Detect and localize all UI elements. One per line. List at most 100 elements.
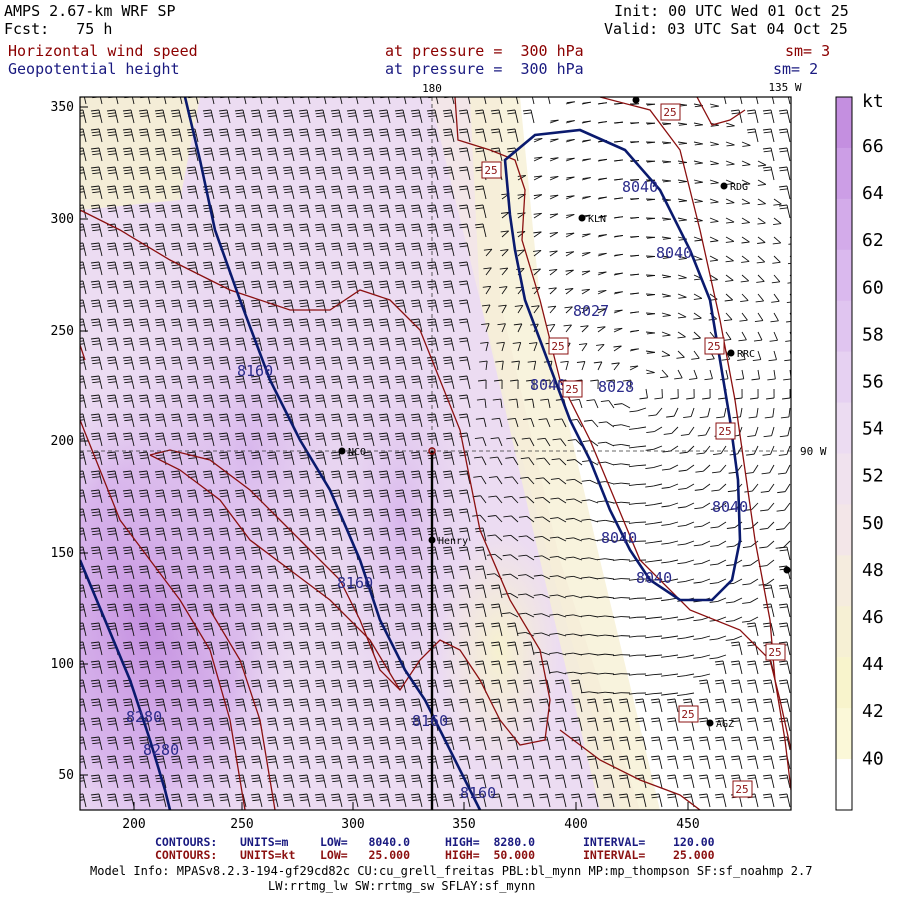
wind-barb-1472 [586, 698, 599, 713]
wind-barb-347 [597, 234, 607, 238]
wind-barb-668 [689, 369, 698, 380]
wind-barb-661 [576, 361, 586, 371]
wind-barb-865 [234, 451, 247, 466]
colorbar-label-44: 44 [862, 654, 884, 675]
wind-barb-1481 [730, 698, 743, 713]
wind-barb-153 [362, 147, 375, 162]
wind-barb-254 [549, 194, 559, 200]
wind-barb-1214 [778, 584, 791, 599]
wind-barb-1521 [650, 717, 663, 732]
wind-barb-1357 [186, 660, 199, 675]
wind-barb-249 [458, 185, 471, 200]
wind-barb-1341 [644, 654, 663, 658]
wind-barb-1037 [106, 527, 119, 542]
wind-barb-1321 [330, 641, 343, 656]
wind-barb-1405 [234, 679, 247, 694]
wind-barb-1339 [612, 654, 631, 657]
wind-barb-436 [581, 270, 591, 276]
wind-barb-1505 [394, 717, 407, 732]
wind-barb-721 [90, 394, 103, 409]
wind-barb-813 [122, 432, 135, 447]
height-label-4: 8040 [530, 376, 566, 394]
wind-barb-89 [778, 109, 791, 124]
wind-barb-1410 [314, 679, 327, 694]
wind-barb-480 [565, 288, 574, 295]
wind-barb-51 [170, 109, 183, 124]
wind-barb-1383 [596, 672, 615, 675]
wind-barb-130 [725, 141, 735, 147]
wind-barb-929 [535, 477, 551, 485]
wind-barb-1290 [549, 632, 567, 637]
wind-barb-894 [695, 464, 711, 473]
wind-barb-1023 [597, 519, 615, 523]
wind-barb-704 [542, 379, 551, 390]
wind-barb-362 [106, 242, 119, 257]
wind-barb-150 [314, 147, 327, 162]
wind-barb-1030 [710, 521, 727, 529]
wind-barb-1143 [362, 565, 375, 580]
wind-barb-1071 [645, 540, 663, 544]
wind-barb-274 [138, 204, 151, 219]
wind-barb-288 [362, 204, 375, 219]
wind-barb-926 [488, 476, 503, 485]
wind-barb-1344 [693, 654, 711, 659]
wind-barb-1264 [138, 622, 151, 637]
wind-barb-1516 [570, 717, 583, 732]
wind-barb-323 [202, 223, 215, 238]
wind-barb-1471 [570, 698, 583, 713]
wind-barb-268 [773, 198, 782, 206]
wind-barb-170 [645, 160, 656, 163]
wind-barb-1173 [122, 584, 135, 599]
wind-barb-779 [298, 413, 311, 428]
wind-barb-1273 [282, 622, 295, 637]
wind-barb-739 [378, 394, 391, 409]
wind-barb-189 [218, 166, 231, 181]
smoothing-wind: sm= 3 [785, 42, 831, 60]
wind-barb-798 [598, 421, 615, 428]
wind-barb-175 [725, 160, 735, 166]
wind-barb-1225 [234, 603, 247, 618]
wind-barb-1131 [170, 565, 183, 580]
wind-barb-1449 [218, 698, 231, 713]
wind-barb-807 [747, 426, 759, 438]
wind-barb-410 [154, 261, 167, 276]
wind-barb-1384 [612, 673, 631, 676]
wind-barb-289 [378, 204, 391, 219]
wind-barb-305 [645, 217, 656, 220]
wind-barb-70 [474, 109, 487, 124]
wind-barb-1018 [518, 515, 535, 523]
x-tick-350: 350 [452, 817, 475, 832]
wind-barb-1065 [549, 536, 567, 542]
wind-barb-906 [170, 470, 183, 485]
wind-barb-107 [346, 128, 359, 143]
wind-barb-627 [752, 350, 762, 361]
wind-barb-351 [661, 236, 671, 240]
wind-barb-1060 [474, 527, 487, 542]
wind-barb-1541 [250, 736, 263, 751]
wind-barb-56 [250, 109, 263, 124]
wind-barb-582 [753, 331, 763, 342]
wind-barb-1413 [362, 679, 375, 694]
wind-barb-519 [458, 299, 471, 314]
wind-barb-1345 [709, 654, 727, 660]
wind-barb-1482 [746, 698, 759, 713]
wind-barb-1434 [698, 679, 711, 694]
wind-barb-1426 [570, 679, 583, 694]
wind-barb-910 [234, 470, 247, 485]
wind-barb-1335 [549, 652, 567, 656]
wind-barb-1469 [538, 698, 551, 713]
wind-barb-1156 [565, 575, 583, 580]
wind-barb-1414 [378, 679, 391, 694]
wind-barb-927 [504, 476, 519, 485]
wind-barb-1211 [725, 597, 743, 604]
wind-barb-777 [266, 413, 279, 428]
wind-barb-1202 [581, 595, 599, 599]
wind-barb-113 [442, 128, 455, 143]
wind-barb-463 [282, 280, 295, 295]
wind-barb-446 [740, 274, 750, 283]
wind-barb-1029 [693, 521, 711, 528]
wind-barb-753 [600, 400, 615, 409]
wind-barb-264 [709, 198, 719, 204]
wind-barb-948 [122, 489, 135, 504]
wind-barb-100 [234, 128, 247, 143]
